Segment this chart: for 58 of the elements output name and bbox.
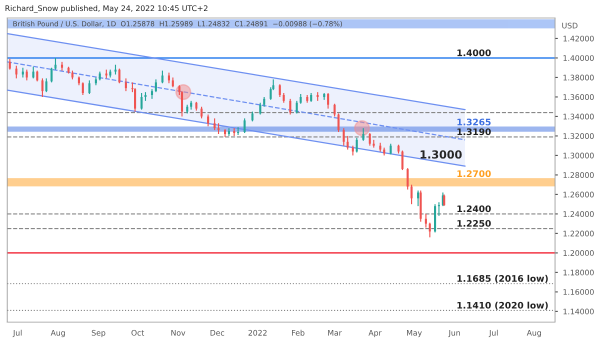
candlestick	[368, 132, 371, 146]
candlestick	[140, 92, 143, 110]
candlestick	[244, 118, 246, 134]
candlestick	[300, 93, 302, 104]
band-label: 1.2700	[457, 170, 491, 178]
ref-line-label: 1.1685 (2016 low)	[457, 274, 548, 283]
candlestick	[390, 143, 392, 156]
candlestick	[342, 128, 345, 146]
candlestick	[406, 168, 409, 190]
candlestick	[124, 78, 127, 92]
candlestick	[114, 64, 117, 76]
candlestick	[352, 145, 354, 156]
candlestick	[8, 58, 11, 70]
candlestick	[41, 78, 44, 98]
candlestick	[26, 69, 28, 81]
candlestick	[118, 68, 120, 84]
candlestick	[172, 76, 174, 88]
candlestick	[15, 65, 18, 79]
annotation: 1.3000	[420, 150, 462, 159]
candlestick	[428, 222, 431, 238]
candlestick	[289, 98, 292, 116]
candlestick	[334, 103, 336, 117]
candlestick	[45, 78, 48, 93]
ref-line-label: 1.2250	[457, 220, 491, 227]
ref-line-label: 1.4000	[457, 49, 491, 56]
candlestick	[337, 112, 340, 133]
candlestick	[346, 135, 349, 150]
candlestick	[32, 66, 34, 79]
candlestick	[438, 202, 440, 216]
candlestick	[154, 78, 157, 93]
candlestick	[50, 67, 53, 83]
candlestick	[36, 70, 38, 82]
ref-line-label: 1.1410 (2020 low)	[457, 302, 548, 310]
candlestick	[278, 84, 281, 98]
candlestick	[251, 111, 254, 122]
ref-line-label: 1.2400	[457, 205, 491, 212]
candlestick	[207, 114, 210, 127]
candlestick	[200, 106, 203, 119]
candlestick	[410, 184, 413, 205]
candlestick	[161, 70, 164, 84]
candlestick	[356, 137, 358, 154]
candlestick	[263, 96, 266, 108]
candlestick	[401, 150, 404, 171]
candlestick	[417, 190, 420, 207]
band-label: 1.3265	[457, 118, 491, 126]
candlestick	[168, 72, 170, 84]
candlestick	[88, 80, 90, 95]
candlestick	[22, 67, 24, 78]
candlestick	[372, 139, 375, 148]
candlestick	[82, 82, 84, 96]
candlestick	[296, 100, 298, 114]
ref-line-label: 1.3190	[457, 128, 491, 136]
candlestick	[362, 128, 364, 142]
candlestick	[217, 122, 220, 135]
candlestick	[282, 92, 285, 104]
candlestick	[327, 92, 330, 110]
candlestick	[150, 88, 154, 100]
candlestick	[259, 102, 262, 116]
